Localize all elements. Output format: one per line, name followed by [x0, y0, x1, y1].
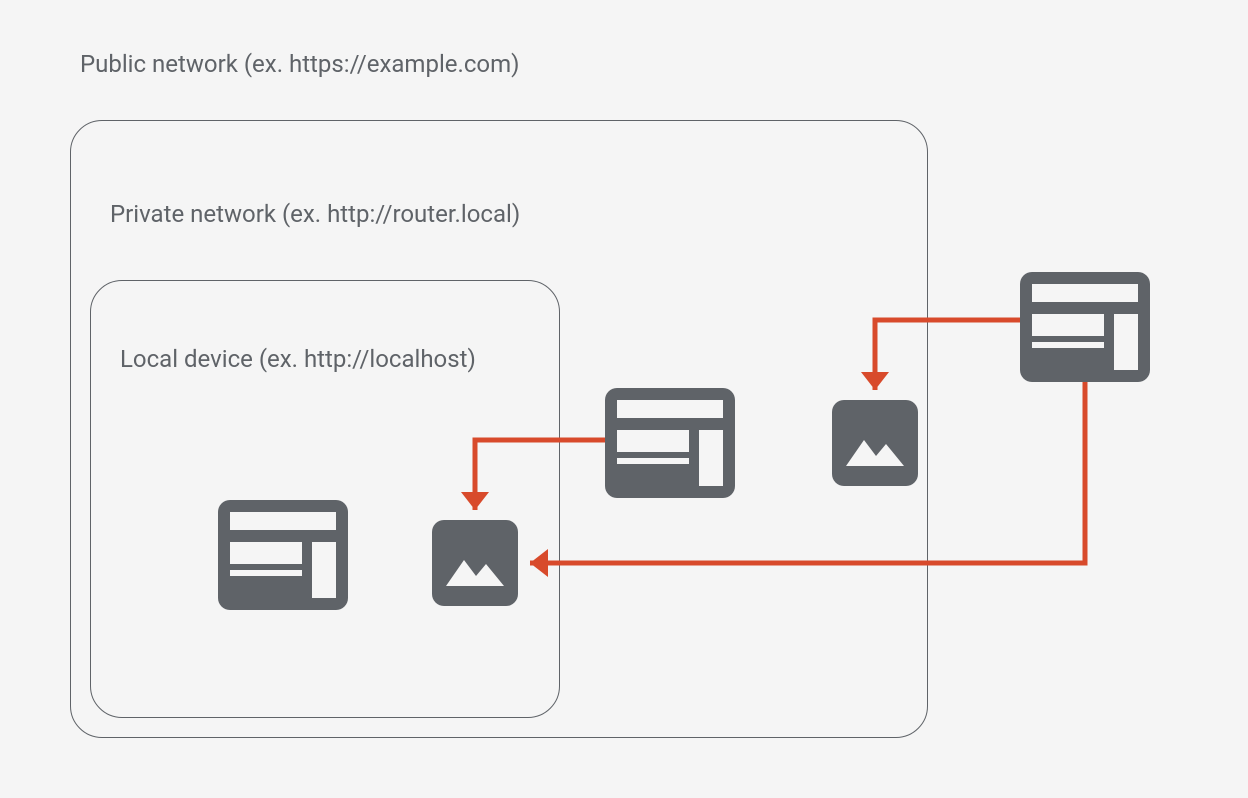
image-icon-private — [832, 400, 918, 486]
label-private-network: Private network (ex. http://router.local… — [110, 200, 520, 228]
diagram-canvas: Public network (ex. https://example.com)… — [0, 0, 1248, 798]
image-icon-local — [432, 520, 518, 606]
label-local-device: Local device (ex. http://localhost) — [120, 345, 476, 373]
browser-window-icon-local — [218, 500, 348, 610]
browser-window-icon-private — [605, 388, 735, 498]
label-public-network: Public network (ex. https://example.com) — [80, 50, 520, 78]
browser-window-icon-public — [1020, 272, 1150, 382]
